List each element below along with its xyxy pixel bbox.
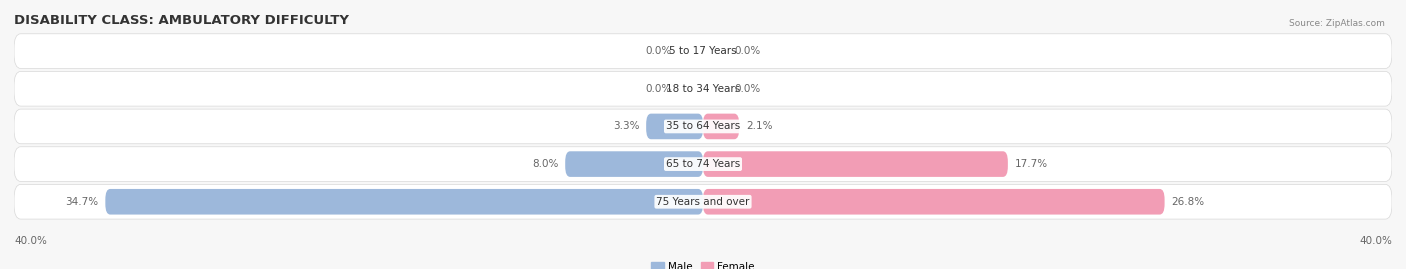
FancyBboxPatch shape: [703, 114, 740, 139]
Text: 0.0%: 0.0%: [734, 46, 761, 56]
FancyBboxPatch shape: [105, 189, 703, 215]
Text: 3.3%: 3.3%: [613, 121, 640, 132]
Legend: Male, Female: Male, Female: [651, 262, 755, 269]
Text: 34.7%: 34.7%: [65, 197, 98, 207]
Text: 18 to 34 Years: 18 to 34 Years: [666, 84, 740, 94]
Text: 0.0%: 0.0%: [734, 84, 761, 94]
Text: 2.1%: 2.1%: [747, 121, 772, 132]
Text: 40.0%: 40.0%: [1360, 236, 1392, 246]
FancyBboxPatch shape: [703, 151, 1008, 177]
Text: 40.0%: 40.0%: [14, 236, 46, 246]
FancyBboxPatch shape: [14, 34, 1392, 68]
Text: 8.0%: 8.0%: [531, 159, 558, 169]
Text: 35 to 64 Years: 35 to 64 Years: [666, 121, 740, 132]
Text: Source: ZipAtlas.com: Source: ZipAtlas.com: [1289, 19, 1385, 28]
FancyBboxPatch shape: [14, 185, 1392, 219]
Text: 17.7%: 17.7%: [1015, 159, 1047, 169]
FancyBboxPatch shape: [647, 114, 703, 139]
Text: 0.0%: 0.0%: [645, 46, 672, 56]
FancyBboxPatch shape: [14, 147, 1392, 181]
Text: 75 Years and over: 75 Years and over: [657, 197, 749, 207]
Text: DISABILITY CLASS: AMBULATORY DIFFICULTY: DISABILITY CLASS: AMBULATORY DIFFICULTY: [14, 14, 349, 27]
FancyBboxPatch shape: [14, 109, 1392, 144]
Text: 0.0%: 0.0%: [645, 84, 672, 94]
Text: 5 to 17 Years: 5 to 17 Years: [669, 46, 737, 56]
Text: 26.8%: 26.8%: [1171, 197, 1205, 207]
FancyBboxPatch shape: [703, 189, 1164, 215]
FancyBboxPatch shape: [14, 72, 1392, 106]
FancyBboxPatch shape: [565, 151, 703, 177]
Text: 65 to 74 Years: 65 to 74 Years: [666, 159, 740, 169]
